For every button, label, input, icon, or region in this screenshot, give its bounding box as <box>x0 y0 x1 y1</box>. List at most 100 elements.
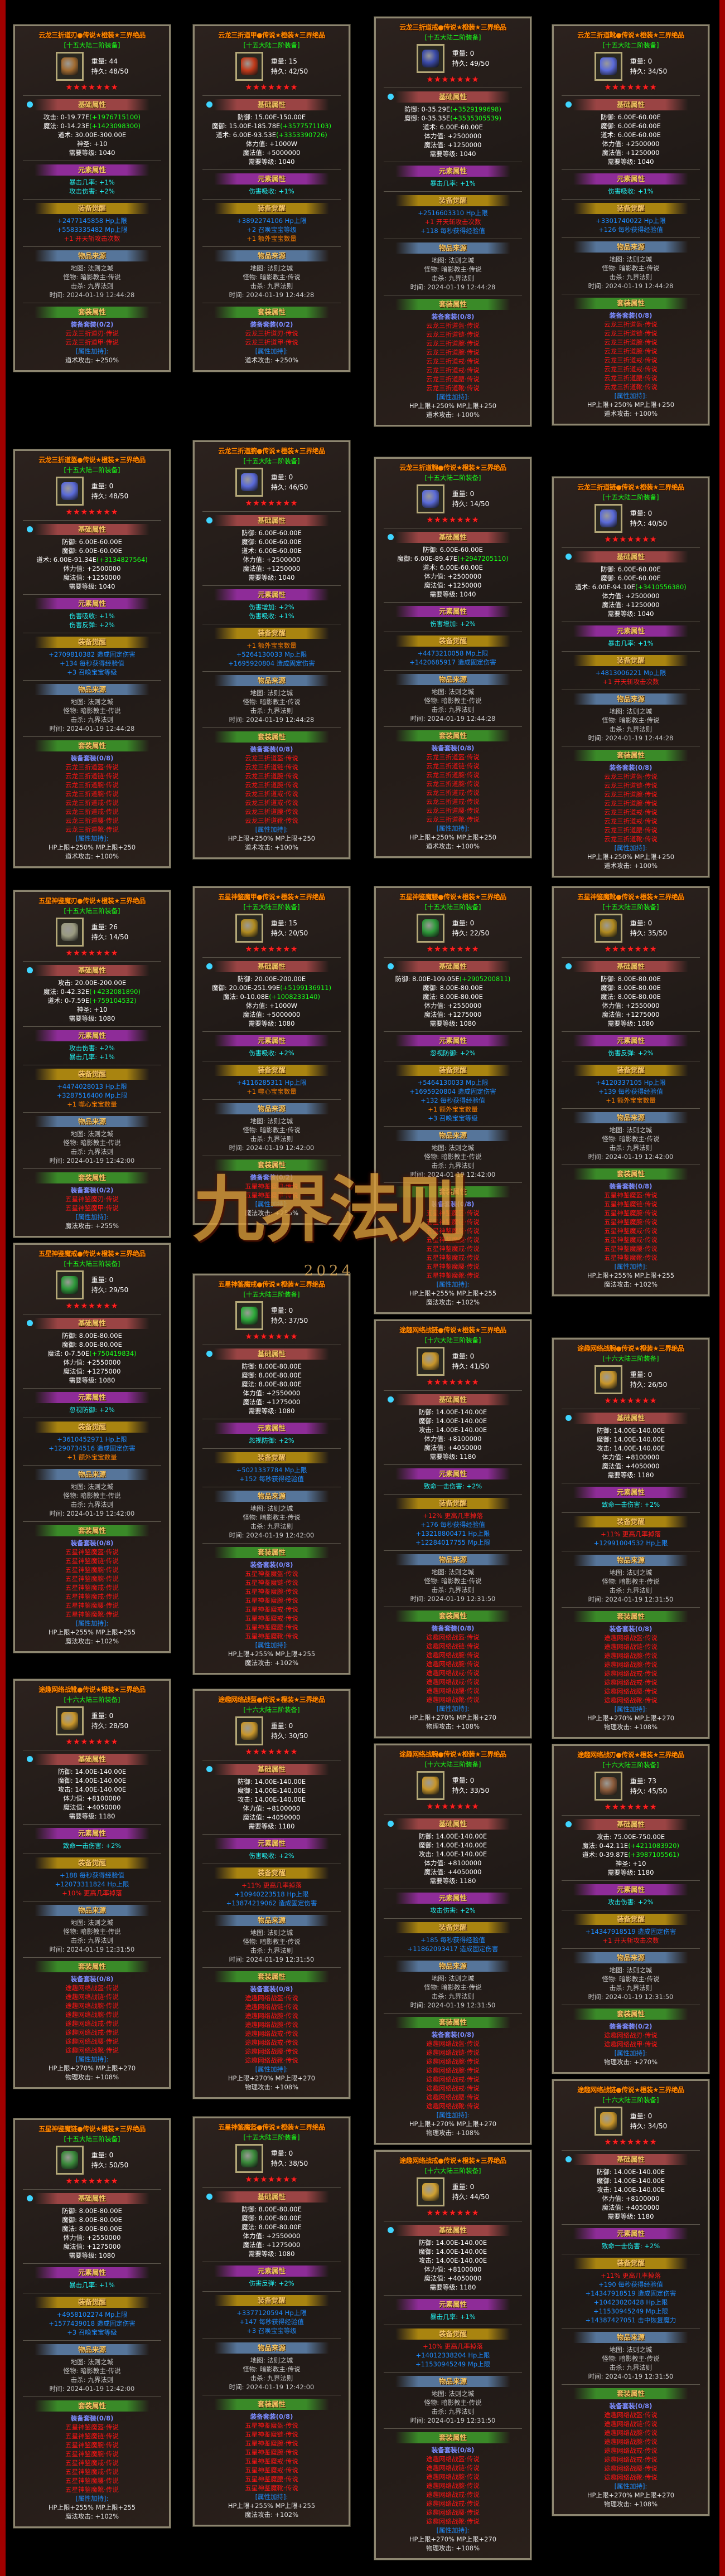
set-item: 云龙三折道腕·传说 <box>245 772 298 780</box>
source-time: 时间: 2024-01-19 12:44:28 <box>49 291 135 299</box>
sword-icon <box>55 52 84 81</box>
base-stat: 魔御: 6.00E-60.00E <box>62 547 122 555</box>
durability: 持久: 41/50 <box>452 1362 490 1370</box>
base-stat: 魔法值: +4050000 <box>424 1444 482 1452</box>
set-bonus: 道术攻击: +100% <box>244 843 299 851</box>
section-awaken: 装备觉醒 <box>35 1857 149 1869</box>
divider <box>562 2224 700 2225</box>
base-stat: 体力值: +8100000 <box>63 1794 121 1802</box>
source-kill: 击杀: 九界法则 <box>70 2376 114 2384</box>
star-rating: ★★★★★★★ <box>426 2209 480 2218</box>
divider <box>562 651 700 652</box>
divider <box>384 1182 522 1183</box>
durability: 持久: 37/50 <box>270 1317 308 1325</box>
divider <box>202 1967 341 1968</box>
awaken-stat: +13874219062 造成固定伤害 <box>226 1899 317 1907</box>
set-item: 途趣网络战靴·传说 <box>426 2517 480 2525</box>
divider <box>562 1108 700 1109</box>
bracer-icon <box>416 484 444 513</box>
divider <box>384 602 522 603</box>
source-kill: 击杀: 九界法则 <box>70 716 114 724</box>
set-item: 云龙三折道靴·传说 <box>604 835 658 843</box>
section-awaken: 装备觉醒 <box>573 1065 688 1076</box>
divider <box>202 511 341 512</box>
divider <box>384 2428 522 2429</box>
source-kill: 击杀: 九界法则 <box>431 1162 475 1170</box>
stat-bonus: (+750419834) <box>89 1350 137 1357</box>
section-element: 元素属性 <box>395 606 510 617</box>
set-item: 云龙三折道腕·传说 <box>65 790 119 798</box>
section-awaken: 装备觉醒 <box>395 195 510 206</box>
divider <box>23 680 161 681</box>
item-tooltip-card: 云龙三折道戒●传说★橙装★三界绝品 [十五大陆二阶装备] 重量: 0 持久: 49… <box>374 16 532 427</box>
section-element: 元素属性 <box>214 1838 329 1849</box>
bullet-icon <box>388 1396 394 1403</box>
base-stat: 神圣: +10 <box>615 1860 646 1867</box>
base-stat: 魔御: 8.00E-80.00E <box>62 1341 122 1348</box>
divider <box>23 1112 161 1113</box>
section-source: 物品来源 <box>214 675 329 686</box>
section-element: 元素属性 <box>214 589 329 600</box>
base-stat: 防御: 8.00E-80.00E <box>62 2207 122 2215</box>
base-stat: 防御: 8.00E-109.05E(+2905200811) <box>395 975 511 983</box>
bullet-icon <box>206 963 213 969</box>
base-stat: 魔法值: +4050000 <box>602 1462 660 1470</box>
base-stat: 道术: 6.00E-94.10E(+3410556380) <box>575 583 687 591</box>
section-awaken: 装备觉醒 <box>395 1065 510 1076</box>
star-rating: ★★★★★★★ <box>65 1302 119 1311</box>
bullet-icon <box>206 1351 213 1357</box>
source-map: 地图: 法则之城 <box>609 255 652 263</box>
stat-bonus: (+5199136911) <box>280 984 332 992</box>
divider <box>23 1824 161 1825</box>
awaken-stat: +134 每秒获得经验值 <box>60 659 124 667</box>
item-tier: [十六大陆三阶装备] <box>424 1760 481 1768</box>
item-tooltip-card: 五星神鉴魔链●传说★橙装★三界绝品 [十五大陆三阶装备] 重量: 0 持久: 50… <box>13 2118 171 2529</box>
section-source: 物品来源 <box>573 1112 688 1123</box>
set-bonus: 物理攻击: +108% <box>603 2500 658 2508</box>
base-stat: 道术: 6.00E-60.00E <box>423 564 483 571</box>
base-stat: 魔法值: +1275000 <box>424 1011 482 1018</box>
sword-icon <box>594 1772 622 1801</box>
base-stat: 魔法: 0-10.08E(+1008233140) <box>223 993 320 1001</box>
source-map: 地图: 法则之城 <box>250 1929 293 1937</box>
durability: 持久: 49/50 <box>452 60 490 67</box>
divider <box>384 1126 522 1127</box>
source-monster: 怪物: 暗影教主·传说 <box>63 1492 121 1500</box>
set-item: 途趣网络战腰·传说 <box>65 2037 119 2045</box>
base-stat: 体力值: +2500000 <box>602 592 660 600</box>
section-base: 基础属性 <box>206 961 329 972</box>
set-item: 五星神鉴魔链·传说 <box>426 1218 480 1226</box>
set-header: 装备套装(0/8) <box>431 744 475 752</box>
awaken-stat: +14012338204 Hp上限 <box>415 2351 490 2359</box>
item-title: 五星神鉴魔戒●传说★橙装★三界绝品 <box>38 1250 146 1258</box>
base-stat: 防御: 14.00E-140.00E <box>418 2239 487 2247</box>
item-tier: [十五大陆二阶装备] <box>424 33 481 41</box>
source-time: 时间: 2024-01-19 12:44:28 <box>229 716 315 724</box>
source-kill: 击杀: 九界法则 <box>431 1586 475 1594</box>
section-base: 基础属性 <box>566 551 688 562</box>
base-stat: 魔法值: +1250000 <box>243 565 301 573</box>
ring-icon <box>416 44 444 73</box>
element-stat: 伤害反弹: +2% <box>249 2279 294 2287</box>
awaken-stat: +12284017755 Mp上限 <box>415 1539 490 1546</box>
durability: 持久: 34/50 <box>630 67 668 75</box>
source-kill: 击杀: 九界法则 <box>250 2374 293 2382</box>
awaken-stat: +3 召唤宝宝等级 <box>67 668 117 676</box>
section-set: 套装属性 <box>214 1971 329 1982</box>
set-header: 装备套装(0/2) <box>250 321 293 328</box>
section-source: 物品来源 <box>35 1469 149 1480</box>
item-tooltip-card: 途趣网络战腕●传说★橙装★三界绝品 [十六大陆三阶装备] 重量: 0 持久: 26… <box>552 1337 710 1739</box>
divider <box>384 1031 522 1032</box>
section-base: 基础属性 <box>388 91 510 103</box>
weight: 重量: 0 <box>452 1352 475 1360</box>
source-time: 时间: 2024-01-19 12:42:00 <box>49 1510 135 1517</box>
awaken-stat: +5021337784 Mp上限 <box>236 1466 307 1474</box>
bullet-icon <box>566 1821 572 1827</box>
weight: 重量: 0 <box>630 57 652 65</box>
set-header: 装备套装(0/8) <box>609 312 652 319</box>
set-bonus-header: [属性加持]: <box>255 826 288 833</box>
section-base: 基础属性 <box>566 99 688 110</box>
divider <box>384 1918 522 1919</box>
set-header: 装备套装(0/2) <box>70 321 114 328</box>
item-title: 云龙三折道甲●传说★橙装★三界绝品 <box>218 31 325 39</box>
